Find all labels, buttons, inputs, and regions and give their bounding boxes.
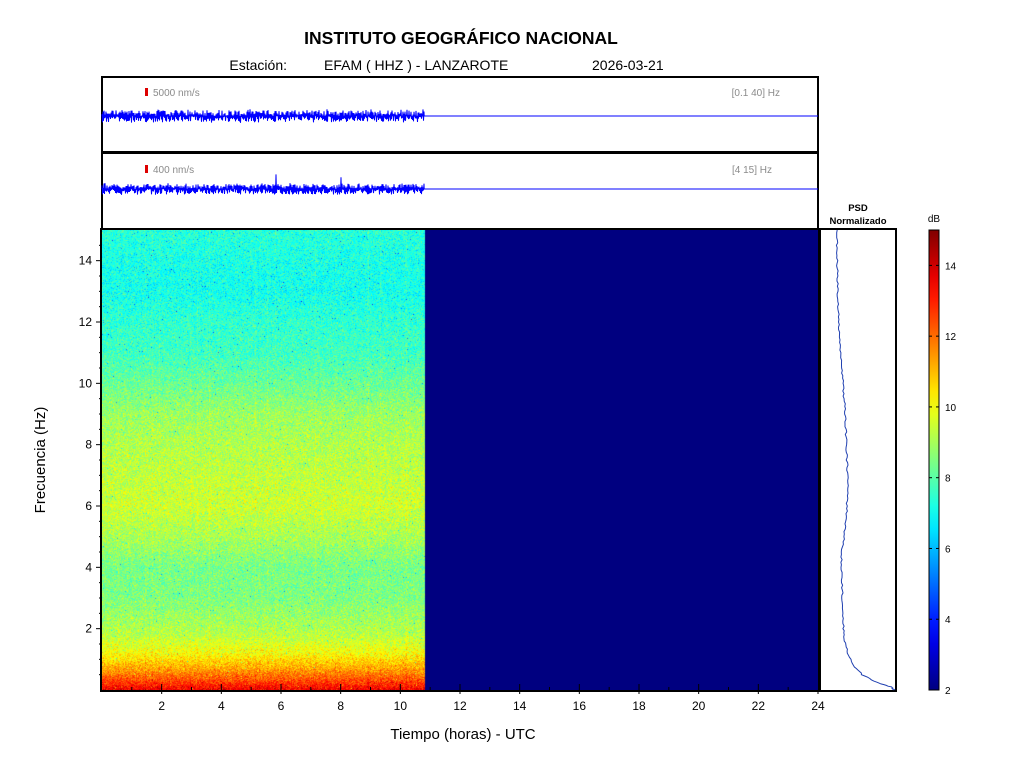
y-tick-label: 10	[79, 376, 93, 390]
colorbar: dB 2 4 6 8 10 12 14	[928, 214, 957, 697]
colorbar-tick-label: 10	[945, 403, 957, 414]
y-tick-label: 8	[85, 438, 92, 452]
seismogram-2-filter-label: [4 15] Hz	[732, 165, 772, 176]
x-tick-label: 6	[278, 699, 285, 713]
seismogram-broadband-panel: 5000 nm/s [0.1 40] Hz	[101, 76, 819, 153]
x-tick-label: 22	[752, 699, 766, 713]
station-label: Estación:	[229, 57, 287, 73]
x-tick-label: 16	[573, 699, 587, 713]
colorbar-tick-label: 8	[945, 474, 951, 485]
x-tick-label: 18	[632, 699, 646, 713]
colorbar-tick-label: 4	[945, 615, 951, 626]
report-date: 2026-03-21	[592, 57, 664, 73]
station-name: EFAM ( HHZ ) - LANZAROTE	[324, 57, 508, 73]
psd-subtitle: Normalizado	[829, 216, 886, 227]
x-tick-label: 14	[513, 699, 527, 713]
x-axis-label: Tiempo (horas) - UTC	[390, 726, 535, 743]
seismogram-filtered-panel: 400 nm/s [4 15] Hz	[101, 152, 819, 230]
report-title: INSTITUTO GEOGRÁFICO NACIONAL	[304, 27, 618, 48]
seismogram-2-trace	[101, 174, 818, 195]
x-tick-label: 10	[394, 699, 408, 713]
colorbar-tick-label: 14	[945, 261, 957, 272]
colorbar-tick-label: 12	[945, 332, 957, 343]
y-axis-label: Frecuencia (Hz)	[32, 407, 49, 514]
x-tick-label: 12	[453, 699, 467, 713]
spectrogram-image	[102, 230, 818, 690]
colorbar-tick-label: 2	[945, 686, 951, 697]
psd-panel: PSD Normalizado	[819, 203, 897, 692]
y-tick-label: 2	[85, 622, 92, 636]
colorbar-tick-label: 6	[945, 544, 951, 555]
x-tick-label: 24	[811, 699, 825, 713]
seismogram-1-scale-label: 5000 nm/s	[153, 88, 200, 99]
colorbar-gradient	[928, 229, 940, 691]
seismogram-2-scale-bar	[145, 165, 148, 173]
x-tick-label: 2	[158, 699, 165, 713]
y-tick-label: 6	[85, 499, 92, 513]
x-tick-label: 4	[218, 699, 225, 713]
colorbar-ticks: 2 4 6 8 10 12 14	[929, 261, 957, 697]
y-tick-label: 4	[85, 560, 92, 574]
psd-title: PSD	[848, 203, 868, 214]
colorbar-label: dB	[928, 214, 941, 225]
psd-curve	[835, 229, 896, 691]
seismogram-2-scale-label: 400 nm/s	[153, 165, 194, 176]
x-tick-label: 8	[337, 699, 344, 713]
seismogram-1-scale-bar	[145, 88, 148, 96]
x-tick-label: 20	[692, 699, 706, 713]
y-tick-label: 14	[79, 254, 93, 268]
seismogram-1-filter-label: [0.1 40] Hz	[732, 88, 780, 99]
seismogram-1-trace	[101, 109, 818, 123]
psd-frame	[819, 228, 897, 692]
y-tick-label: 12	[79, 315, 93, 329]
